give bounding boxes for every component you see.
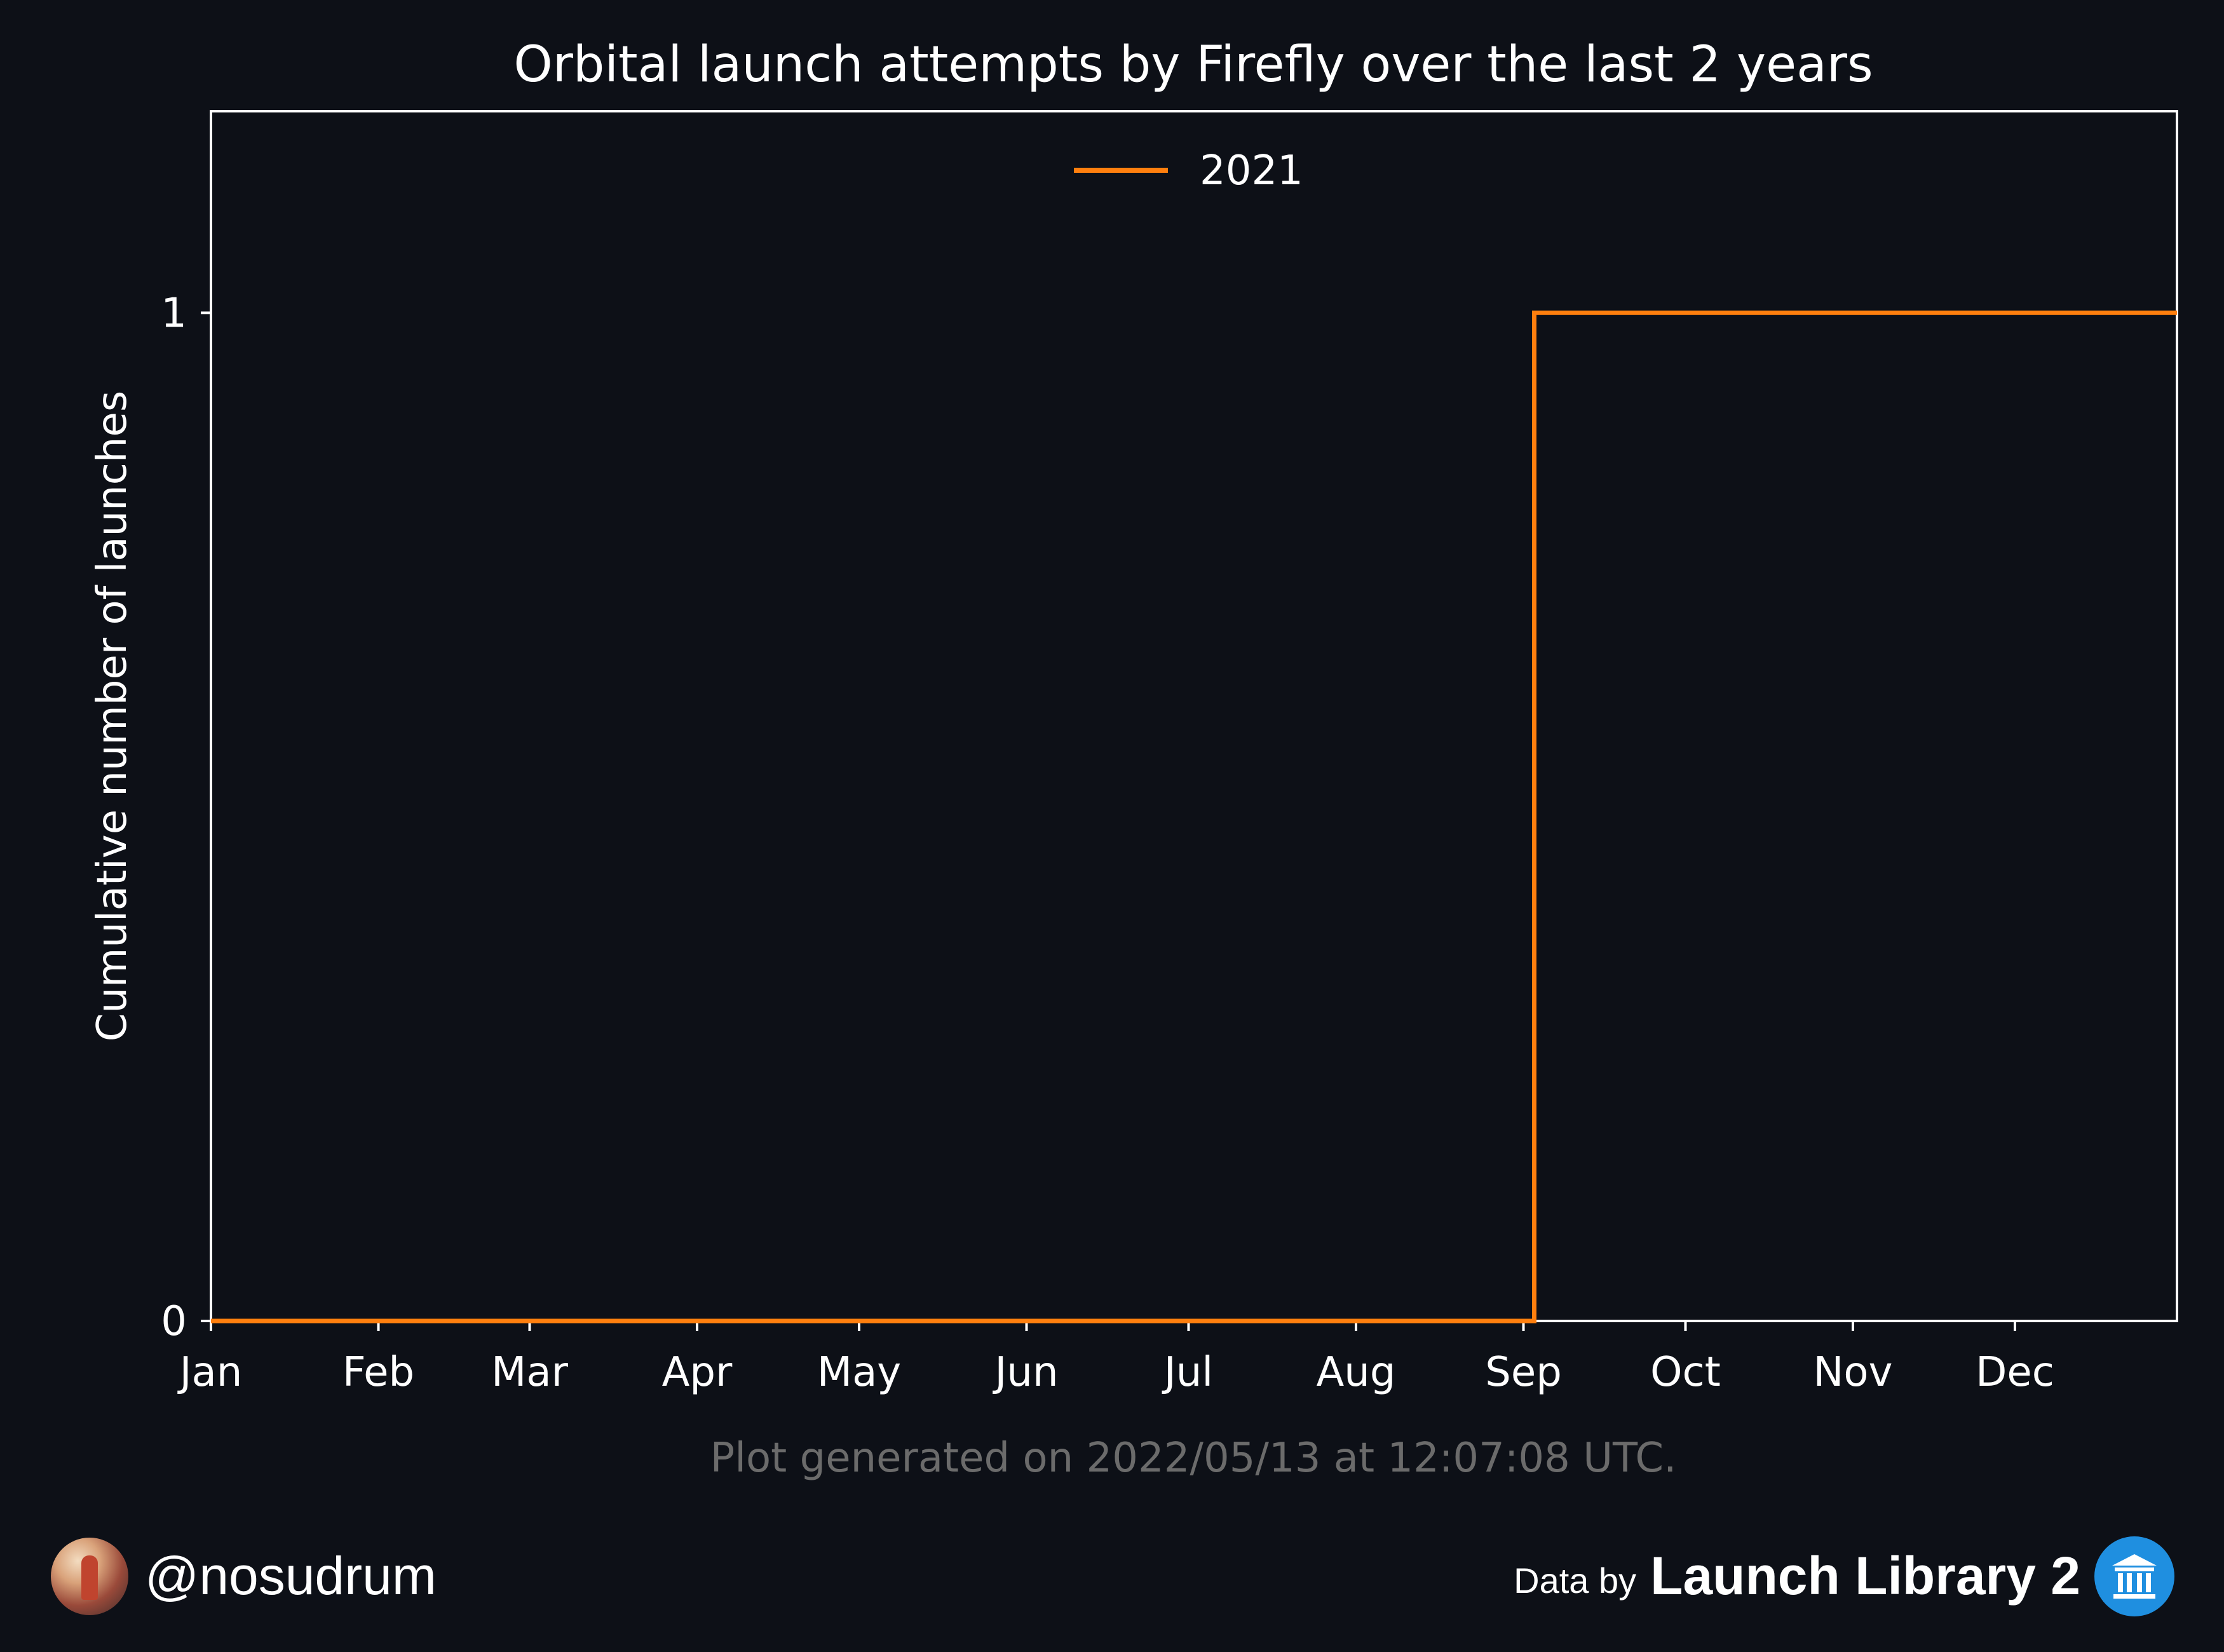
plot-generated-note: Plot generated on 2022/05/13 at 12:07:08… [710,1435,1677,1482]
legend-label-2021: 2021 [1200,147,1303,194]
x-tick-label: Jan [177,1349,243,1396]
x-axis-ticks: Jan Feb Mar Apr May Jun Jul Aug Sep Oct Nov Dec [177,1321,2054,1396]
data-source-credit: Data by Launch Library 2 [1514,1536,2174,1616]
series-line-2021 [211,310,2177,1324]
x-tick-label: Mar [491,1349,568,1396]
x-tick-label: Aug [1317,1349,1396,1396]
series-layer [211,310,2177,1324]
library-icon [2094,1536,2174,1616]
y-axis-ticks: 01 [161,290,211,1345]
y-tick-label: 1 [161,290,187,337]
x-tick-label: Dec [1976,1349,2054,1396]
avatar [51,1537,128,1615]
x-tick-label: Jul [1162,1349,1213,1396]
y-axis-label: Cumulative number of launches [89,391,136,1041]
x-tick-label: Apr [662,1349,733,1396]
author-credit: @nosudrum [51,1536,437,1616]
y-tick-label: 0 [161,1298,187,1345]
author-handle: @nosudrum [145,1546,437,1606]
x-tick-label: Feb [342,1349,414,1396]
legend: 2021 [1074,147,1303,194]
plot-area-frame [210,110,2178,1322]
chart-title: Orbital launch attempts by Firefly over … [513,36,1873,93]
source-name: Launch Library 2 [1650,1546,2080,1606]
x-tick-label: Jun [993,1349,1059,1396]
x-tick-label: Sep [1485,1349,1562,1396]
x-tick-label: Nov [1814,1349,1893,1396]
data-by-label: Data by [1514,1561,1637,1601]
x-tick-label: May [817,1349,901,1396]
x-tick-label: Oct [1650,1349,1721,1396]
